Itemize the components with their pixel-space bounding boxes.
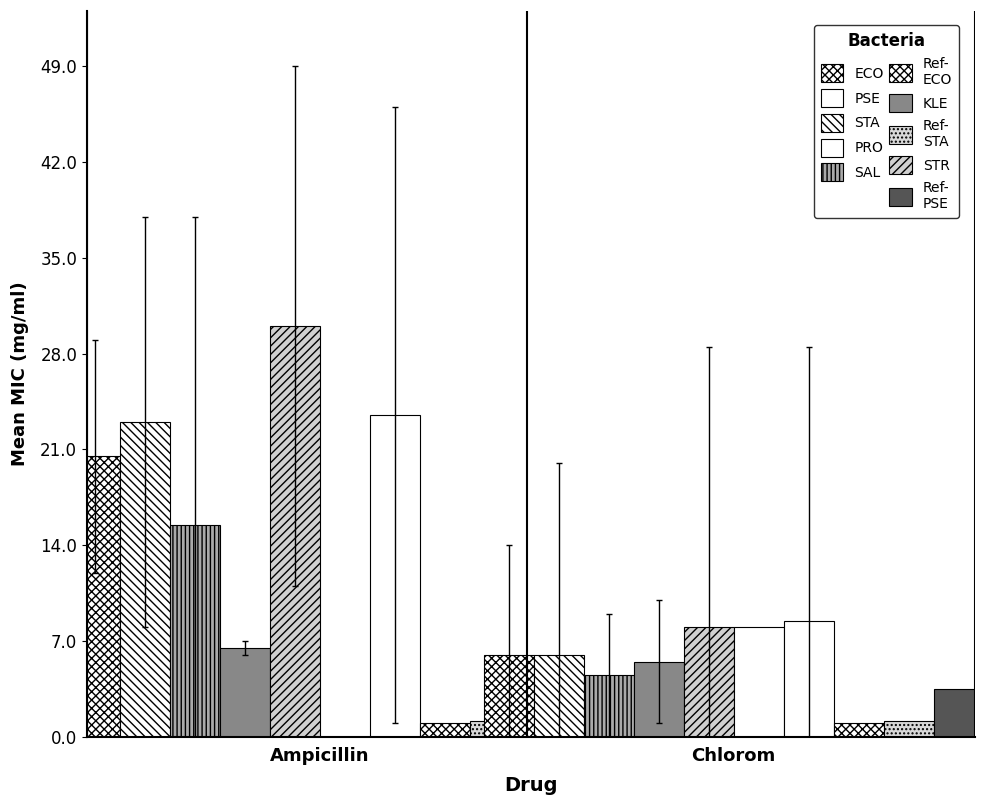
Bar [533, 654, 584, 737]
Bar [170, 525, 220, 737]
Bar [70, 456, 119, 737]
Bar [420, 723, 469, 737]
Bar [483, 654, 533, 737]
Bar [734, 628, 784, 737]
Bar [934, 689, 983, 737]
Bar [119, 422, 170, 737]
Bar [469, 721, 520, 737]
Bar [633, 662, 683, 737]
Bar [220, 648, 270, 737]
Bar [683, 628, 734, 737]
Bar [883, 721, 934, 737]
Bar [370, 415, 420, 737]
Bar [784, 621, 833, 737]
Bar [584, 675, 633, 737]
Bar [520, 709, 570, 737]
X-axis label: Drug: Drug [504, 776, 558, 795]
Legend: ECO, PSE, STA, PRO, SAL, Ref-
ECO, KLE, Ref-
STA, STR, Ref-
PSE: ECO, PSE, STA, PRO, SAL, Ref- ECO, KLE, … [814, 25, 959, 218]
Y-axis label: Mean MIC (mg/ml): Mean MIC (mg/ml) [11, 282, 30, 467]
Bar [833, 723, 883, 737]
Bar [270, 326, 319, 737]
